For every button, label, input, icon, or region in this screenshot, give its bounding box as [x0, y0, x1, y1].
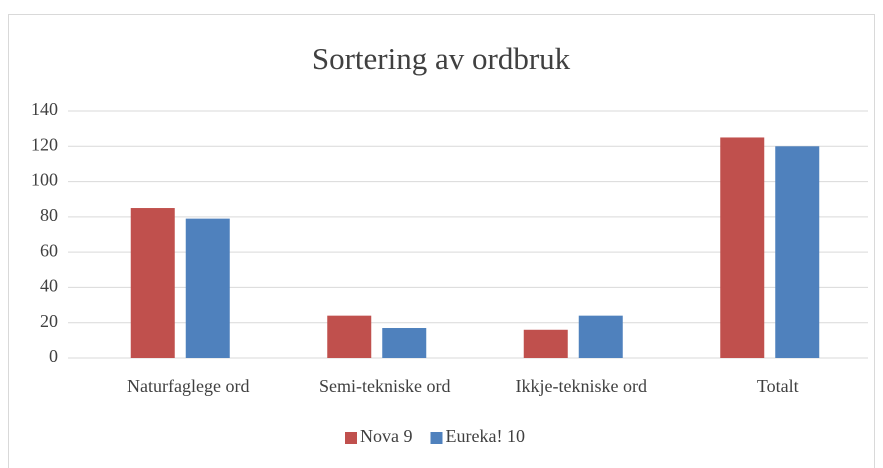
- x-tick-label: Naturfaglege ord: [127, 376, 249, 396]
- bar: [327, 315, 372, 358]
- chart-title: Sortering av ordbruk: [312, 41, 571, 76]
- y-tick-label: 100: [31, 170, 58, 190]
- bar: [720, 137, 765, 358]
- y-tick-label: 80: [40, 205, 58, 225]
- y-tick-label: 0: [49, 346, 58, 366]
- x-tick-label: Semi-tekniske ord: [319, 376, 450, 396]
- legend-label: Nova 9: [360, 426, 413, 446]
- y-tick-label: 20: [40, 311, 58, 331]
- x-tick-label: Totalt: [757, 376, 799, 396]
- bar: [185, 218, 230, 358]
- bar: [130, 208, 175, 358]
- y-tick-label: 60: [40, 240, 58, 260]
- bar: [523, 329, 568, 358]
- y-tick-label: 140: [31, 99, 58, 119]
- legend-swatch: [345, 432, 357, 444]
- legend-label: Eureka! 10: [446, 426, 525, 446]
- y-tick-label: 120: [31, 134, 58, 154]
- bar: [775, 146, 820, 358]
- bar: [382, 328, 427, 358]
- x-tick-label: Ikkje-tekniske ord: [516, 376, 647, 396]
- bar: [578, 315, 623, 358]
- y-tick-label: 40: [40, 276, 58, 296]
- legend-swatch: [430, 432, 443, 444]
